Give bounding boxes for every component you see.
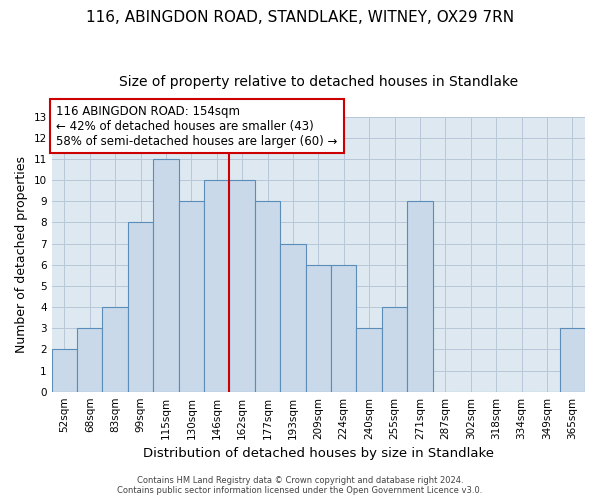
Bar (77, 328, 103, 392)
Text: 116, ABINGDON ROAD, STANDLAKE, WITNEY, OX29 7RN: 116, ABINGDON ROAD, STANDLAKE, WITNEY, O… (86, 10, 514, 25)
Title: Size of property relative to detached houses in Standlake: Size of property relative to detached ho… (119, 75, 518, 89)
Bar (179, 201, 204, 392)
Bar (128, 222, 153, 392)
Text: Contains HM Land Registry data © Crown copyright and database right 2024.
Contai: Contains HM Land Registry data © Crown c… (118, 476, 482, 495)
Bar (560, 328, 585, 392)
Bar (153, 159, 179, 392)
Bar (229, 180, 255, 392)
Bar (382, 307, 407, 392)
Bar (52, 350, 77, 392)
X-axis label: Distribution of detached houses by size in Standlake: Distribution of detached houses by size … (143, 447, 494, 460)
Bar (204, 180, 229, 392)
Bar (305, 264, 331, 392)
Text: 116 ABINGDON ROAD: 154sqm
← 42% of detached houses are smaller (43)
58% of semi-: 116 ABINGDON ROAD: 154sqm ← 42% of detac… (56, 104, 338, 148)
Bar (356, 328, 382, 392)
Bar (331, 264, 356, 392)
Bar (255, 201, 280, 392)
Bar (407, 201, 433, 392)
Bar (280, 244, 305, 392)
Bar (103, 307, 128, 392)
Y-axis label: Number of detached properties: Number of detached properties (15, 156, 28, 352)
